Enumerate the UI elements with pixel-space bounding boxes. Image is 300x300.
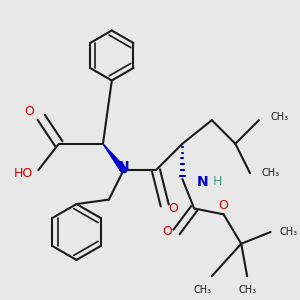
Text: H: H xyxy=(213,176,222,188)
Text: HO: HO xyxy=(14,167,33,180)
Text: CH₃: CH₃ xyxy=(194,285,212,295)
Text: CH₃: CH₃ xyxy=(271,112,289,122)
Text: CH₃: CH₃ xyxy=(280,227,298,237)
Text: N: N xyxy=(197,175,209,189)
Text: O: O xyxy=(25,105,34,118)
Text: O: O xyxy=(163,226,172,238)
Text: N: N xyxy=(118,160,129,174)
Text: O: O xyxy=(169,202,178,215)
Text: CH₃: CH₃ xyxy=(262,168,280,178)
Polygon shape xyxy=(103,144,126,172)
Text: CH₃: CH₃ xyxy=(238,285,256,295)
Text: O: O xyxy=(219,199,229,212)
